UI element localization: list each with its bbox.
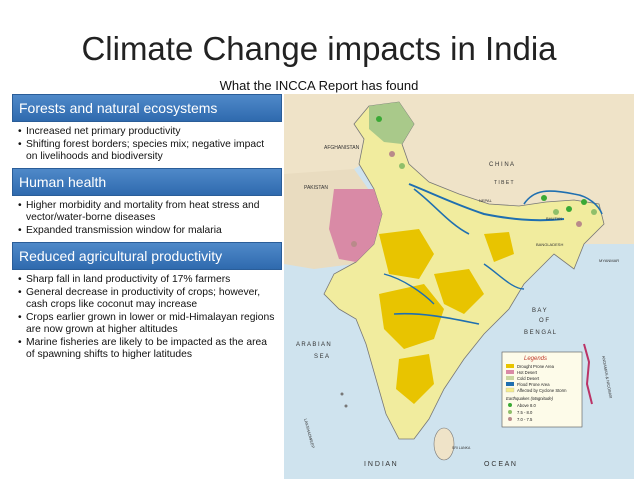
map-label: MYANMAR (599, 258, 619, 263)
map-label: O F (539, 318, 549, 324)
map-label: NEPAL (479, 198, 493, 203)
river-line (413, 188, 470, 235)
bullet-item: Shifting forest borders; species mix; ne… (18, 139, 278, 163)
earthquake-dot (576, 221, 582, 227)
map-label: A R A B I A N (296, 342, 331, 348)
legend-label: Hot Desert (517, 370, 538, 375)
earthquake-dot (591, 209, 597, 215)
legend-swatch (506, 382, 514, 386)
legend-label: Cold Desert (517, 376, 540, 381)
section-header-health: Human health (12, 168, 282, 196)
drought-region (379, 284, 444, 349)
map-label: SRI LANKA (452, 446, 471, 450)
section-header-forests: Forests and natural ecosystems (12, 94, 282, 122)
section-header-agriculture: Reduced agricultural productivity (12, 242, 282, 270)
drought-region (379, 229, 434, 279)
map-label: O C E A N (484, 461, 516, 468)
bullet-item: Expanded transmission window for malaria (18, 225, 278, 237)
india-impact-map: AFGHANISTAN PAKISTAN C H I N A T I B E T… (284, 94, 634, 479)
earthquake-dot (399, 163, 405, 169)
bullet-item: Increased net primary productivity (18, 126, 278, 138)
slide-title: Climate Change impacts in India (81, 30, 557, 67)
legend-label: 7.5 - 8.0 (517, 410, 533, 415)
legend-label: Flood Prone Area (517, 382, 550, 387)
river-line (523, 190, 603, 215)
bullet-item: Sharp fall in land productivity of 17% f… (18, 274, 278, 286)
slide-subtitle: What the INCCA Report has found (219, 78, 419, 93)
river-line (393, 312, 480, 325)
legend-swatch (508, 403, 512, 407)
earthquake-dot (566, 206, 572, 212)
section-agriculture: Reduced agricultural productivity Sharp … (12, 242, 282, 366)
river-line (408, 183, 565, 222)
earthquake-dot (389, 151, 395, 157)
map-label: I N D I A N (364, 461, 397, 468)
map-label: PAKISTAN (304, 185, 328, 191)
lakshadweep-island (344, 404, 348, 408)
map-label: BANGLADESH (536, 242, 563, 247)
earthquake-dot (541, 195, 547, 201)
map-label: B E N G A L (524, 330, 557, 336)
map-label: T I B E T (494, 180, 514, 186)
bullet-item: Marine fisheries are likely to be impact… (18, 337, 278, 361)
impacts-panel: Forests and natural ecosystems Increased… (12, 94, 282, 366)
legend-label: 7.0 - 7.5 (517, 417, 533, 422)
map-legend: Legends Drought Prone Area Hot Desert Co… (501, 351, 583, 428)
andaman-islands (583, 343, 593, 405)
earthquake-dot (351, 241, 357, 247)
map-label: AFGHANISTAN (324, 145, 360, 151)
map-label: S E A (314, 354, 329, 360)
drought-region (434, 269, 484, 314)
sri-lanka-land (433, 427, 455, 461)
earthquake-dot (553, 209, 559, 215)
river-line (383, 273, 435, 305)
bullet-item: Crops earlier grown in lower or mid-Hima… (18, 312, 278, 336)
drought-region (396, 354, 434, 404)
legend-swatch (506, 376, 514, 380)
drought-region (484, 232, 514, 262)
bullet-item: General decrease in productivity of crop… (18, 287, 278, 311)
legend-swatch (508, 410, 512, 414)
section-health: Human health Higher morbidity and mortal… (12, 168, 282, 242)
earthquake-dot (581, 199, 587, 205)
legend-label: Affected by Cyclone Storm (517, 388, 567, 393)
legend-quake-title: Earthquakes (Magnitude) (506, 396, 554, 401)
legend-swatch (508, 417, 512, 421)
legend-swatch (506, 364, 514, 368)
river-line (483, 263, 525, 290)
map-label: BHUTAN (546, 216, 562, 221)
legend-label: Drought Prone Area (517, 364, 555, 369)
legend-label: Above 8.0 (517, 403, 537, 408)
map-label: B A Y (532, 308, 547, 314)
cold-desert-region (369, 102, 414, 144)
bullet-item: Higher morbidity and mortality from heat… (18, 200, 278, 224)
legend-title: Legends (524, 356, 547, 362)
section-forests: Forests and natural ecosystems Increased… (12, 94, 282, 168)
legend-swatch (506, 370, 514, 374)
earthquake-dot (376, 116, 382, 122)
hot-desert-region (329, 189, 382, 262)
map-label: C H I N A (489, 162, 514, 168)
legend-swatch (505, 387, 515, 393)
lakshadweep-island (340, 392, 344, 396)
